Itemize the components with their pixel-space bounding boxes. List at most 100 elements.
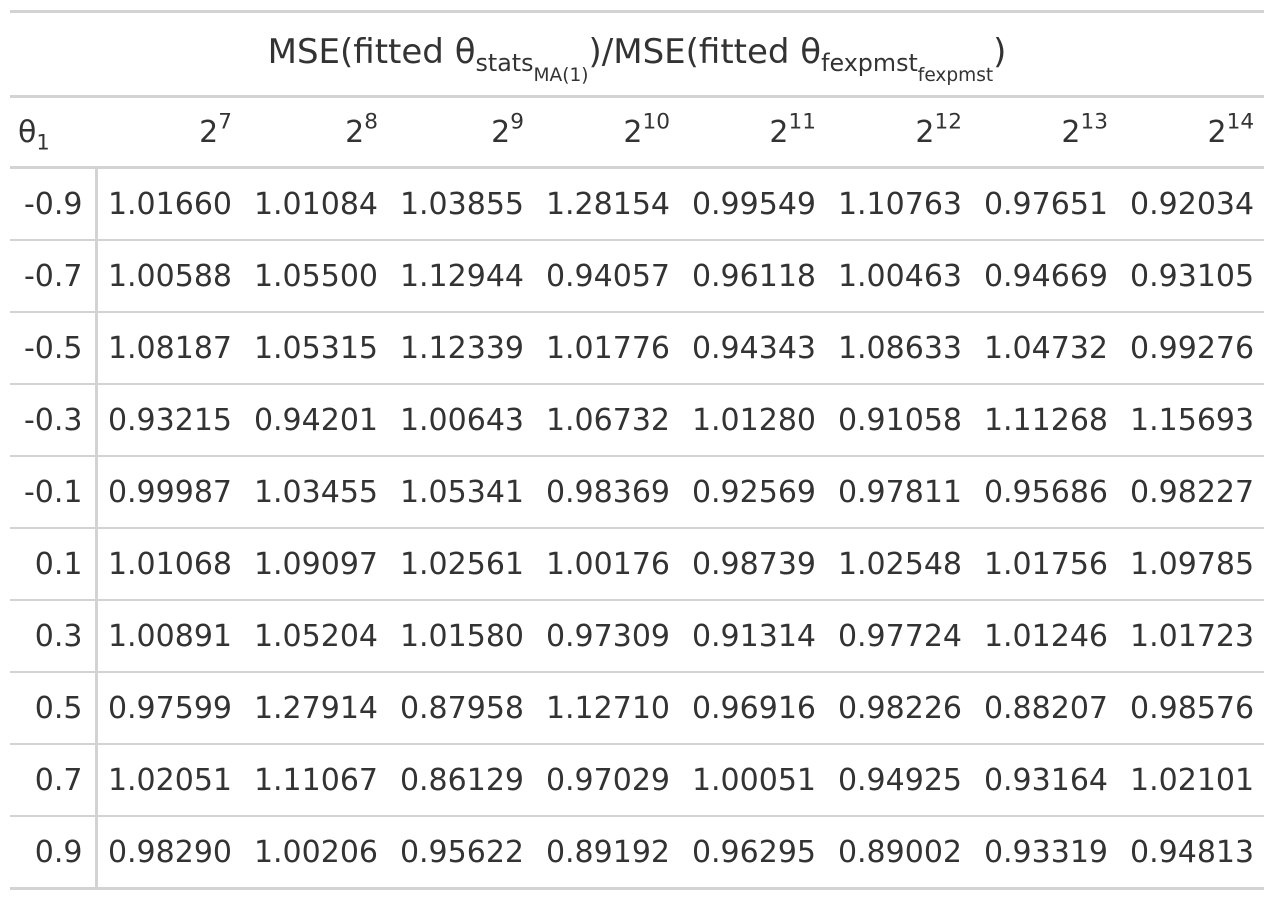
table-cell: 1.00463 <box>826 239 972 312</box>
table-cell: 1.00891 <box>96 599 242 672</box>
row-theta-label: 0.5 <box>10 671 98 744</box>
stub-header: θ1 <box>10 96 96 169</box>
table-cell: 1.00176 <box>534 527 680 600</box>
table-cell: 1.11268 <box>972 383 1118 456</box>
table-cell: 1.01660 <box>107 186 232 222</box>
column-header-row: θ1 27 28 29 210 211 212 213 214 <box>10 96 1265 169</box>
table-cell: 1.27914 <box>242 671 388 744</box>
table-title: MSE(fitted θstatsMA(1)​)/MSE(fitted θfex… <box>10 10 1265 98</box>
table-cell: 0.87958 <box>388 671 534 744</box>
table-row: 0.9 0.98290 1.00206 0.95622 0.89192 0.96295 0.… <box>10 815 1265 890</box>
table-cell: 1.01776 <box>534 311 680 384</box>
row-theta-label: 0.3 <box>10 599 98 672</box>
table-title-row: MSE(fitted θstatsMA(1)​)/MSE(fitted θfex… <box>10 10 1265 98</box>
table-cell: 0.95622 <box>388 815 534 890</box>
table-cell: 0.94925 <box>826 743 972 816</box>
table-cell: 1.12339 <box>388 311 534 384</box>
table-row: -0.1 0.99987 1.03455 1.05341 0.98369 0.92569 0… <box>10 455 1265 528</box>
table-row: 0.7 1.02051 1.11067 0.86129 0.97029 1.00051 0.… <box>10 743 1265 816</box>
table-cell: 1.11067 <box>242 743 388 816</box>
title-suffix: ) <box>993 31 1007 72</box>
row-theta-label: -0.7 <box>10 239 98 312</box>
table-cell: 1.00206 <box>242 815 388 890</box>
title-sub-b: fexpmstfexpmst <box>821 49 994 87</box>
table-cell: 0.99549 <box>691 186 816 222</box>
table-cell: 1.04732 <box>972 311 1118 384</box>
table-cell: 1.01756 <box>972 527 1118 600</box>
table-cell: 0.94201 <box>242 383 388 456</box>
table-cell: 0.95686 <box>972 455 1118 528</box>
row-theta-label: -0.5 <box>10 311 98 384</box>
table-cell: 1.01580 <box>388 599 534 672</box>
table-cell: 0.92034 <box>1130 186 1255 222</box>
table-cell: 1.05315 <box>242 311 388 384</box>
table-body: -0.9 1.01660 1.01084 1.03855 1.28154 0.99549 1… <box>10 167 1265 890</box>
table-cell: 1.00588 <box>96 239 242 312</box>
table-cell: 1.02051 <box>96 743 242 816</box>
table-row: -0.7 1.00588 1.05500 1.12944 0.94057 0.96118 1… <box>10 239 1265 312</box>
title-prefix: MSE(fitted θ <box>267 31 476 72</box>
column-header: 27 <box>96 96 242 169</box>
table-cell: 0.97651 <box>983 186 1108 222</box>
row-theta-label: -0.9 <box>10 167 98 240</box>
table-cell: 0.94057 <box>534 239 680 312</box>
column-header: 214 <box>1118 96 1265 169</box>
table-cell: 0.98226 <box>826 671 972 744</box>
table-cell: 1.09785 <box>1118 527 1265 600</box>
column-header: 213 <box>972 96 1118 169</box>
table-cell: 0.94343 <box>680 311 826 384</box>
table-cell: 1.00643 <box>388 383 534 456</box>
table-cell: 0.97724 <box>826 599 972 672</box>
table-cell: 0.98227 <box>1118 455 1265 528</box>
row-theta-label: 0.9 <box>10 815 98 890</box>
table-cell: 1.06732 <box>534 383 680 456</box>
table-cell: 1.01280 <box>680 383 826 456</box>
table-cell: 0.93319 <box>972 815 1118 890</box>
row-theta-label: 0.7 <box>10 743 98 816</box>
table-row: 0.5 0.97599 1.27914 0.87958 1.12710 0.96916 0.… <box>10 671 1265 744</box>
table-cell: 1.09097 <box>242 527 388 600</box>
table-cell: 1.01084 <box>253 186 378 222</box>
table-row: -0.3 0.93215 0.94201 1.00643 1.06732 1.01280 0… <box>10 383 1265 456</box>
table-cell: 1.05500 <box>242 239 388 312</box>
table-cell: 0.99987 <box>96 455 242 528</box>
table-cell: 1.03455 <box>242 455 388 528</box>
table-cell: 0.97811 <box>826 455 972 528</box>
table-cell: 1.02548 <box>826 527 972 600</box>
table-cell: 0.98739 <box>680 527 826 600</box>
table-row: -0.9 1.01660 1.01084 1.03855 1.28154 0.99549 1… <box>10 167 1264 240</box>
table-cell: 0.97309 <box>534 599 680 672</box>
title-middle: )/MSE(fitted θ <box>588 31 822 72</box>
table-cell: 1.10763 <box>837 186 962 222</box>
table-cell: 0.94669 <box>972 239 1118 312</box>
table-cell: 0.97029 <box>534 743 680 816</box>
table-cell: 0.98369 <box>534 455 680 528</box>
table-cell: 1.02101 <box>1118 743 1265 816</box>
table-cell: 1.01246 <box>972 599 1118 672</box>
table-cell: 0.93215 <box>96 383 242 456</box>
table-cell: 0.93164 <box>972 743 1118 816</box>
table-cell: 0.96118 <box>680 239 826 312</box>
row-theta-label: -0.1 <box>10 455 98 528</box>
table-cell: 0.91058 <box>826 383 972 456</box>
mse-ratio-table: MSE(fitted θstatsMA(1)​)/MSE(fitted θfex… <box>10 10 1265 890</box>
table-cell: 0.91314 <box>680 599 826 672</box>
title-sub-a-sub: MA(1) <box>533 65 589 87</box>
table-cell: 0.97599 <box>96 671 242 744</box>
table-cell: 0.89192 <box>534 815 680 890</box>
column-header: 211 <box>680 96 826 169</box>
title-sub-b-sub: fexpmst <box>917 65 994 87</box>
column-header: 28 <box>242 96 388 169</box>
table-cell: 1.05204 <box>242 599 388 672</box>
table-cell: 1.00051 <box>680 743 826 816</box>
table-row: 0.3 1.00891 1.05204 1.01580 0.97309 0.91314 0.… <box>10 599 1265 672</box>
table-cell: 0.96295 <box>680 815 826 890</box>
table-cell: 1.01068 <box>96 527 242 600</box>
table-row: -0.5 1.08187 1.05315 1.12339 1.01776 0.94343 1… <box>10 311 1265 384</box>
column-header: 210 <box>534 96 680 169</box>
table-cell: 0.92569 <box>680 455 826 528</box>
table-cell: 0.86129 <box>388 743 534 816</box>
table-cell: 1.15693 <box>1118 383 1265 456</box>
table-cell: 0.98576 <box>1118 671 1265 744</box>
table-cell: 1.05341 <box>388 455 534 528</box>
